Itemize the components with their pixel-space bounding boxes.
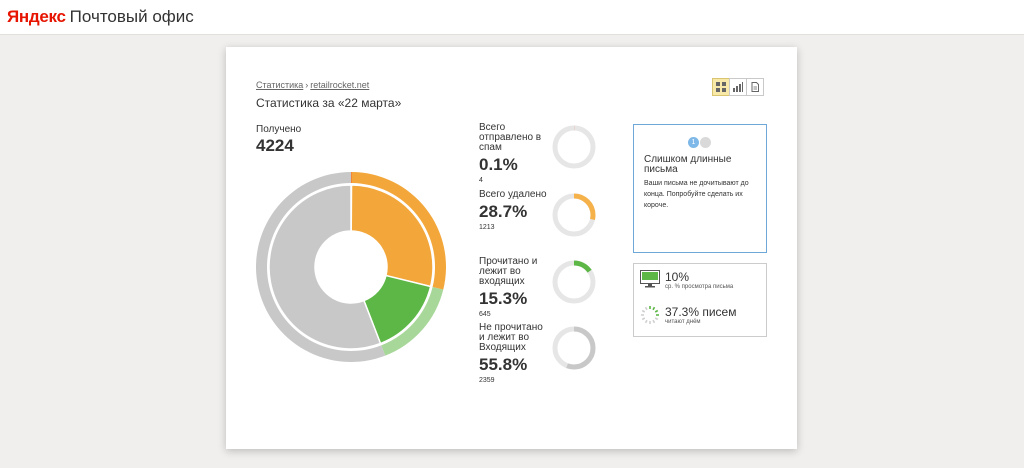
sun-dial-tick xyxy=(641,309,646,313)
tip-page-2[interactable] xyxy=(700,137,711,148)
document-view-button[interactable] xyxy=(746,78,764,96)
metric-count: 1213 xyxy=(479,224,495,231)
sun-dial-tick xyxy=(644,319,648,324)
mini-donut-track xyxy=(552,125,596,169)
deleted-mini-donut xyxy=(552,193,596,237)
breadcrumb-root-link[interactable]: Статистика xyxy=(256,80,304,90)
metric-label: Не прочитано и лежит во Входящих xyxy=(479,322,543,353)
unread-mini-donut xyxy=(552,326,596,370)
metric-count: 2359 xyxy=(479,377,495,384)
metric-label: Прочитано и лежит во входящих xyxy=(479,256,538,287)
view-toggle xyxy=(712,78,764,96)
metric-percent: 55.8% xyxy=(479,355,528,374)
mini-donut-fill xyxy=(552,326,596,370)
tip-page-1[interactable]: 1 xyxy=(688,137,699,148)
yandex-logo[interactable]: Яндекс xyxy=(7,7,66,26)
metric-read-inbox: Прочитано и лежит во входящих 15.3% 645 xyxy=(479,256,549,319)
metric-spam: Всего отправлено в спам 0.1% 4 xyxy=(479,122,549,185)
metric-percent: 15.3% xyxy=(479,289,528,308)
outer-ring-segment-spam xyxy=(351,172,352,184)
service-name[interactable]: Почтовый офис xyxy=(69,7,194,26)
grid-icon xyxy=(716,82,726,92)
stats-box: 10% ср. % просмотра письма 37.3% писем ч… xyxy=(633,263,767,337)
sun-dial-tick xyxy=(652,319,656,324)
tip-box: 1 Слишком длинные письма Ваши письма не … xyxy=(633,124,767,253)
metric-label: Всего отправлено в спам xyxy=(479,122,542,153)
brand[interactable]: Яндекс Почтовый офис xyxy=(7,7,194,27)
sun-dial-tick xyxy=(641,317,646,321)
bar-chart-icon xyxy=(733,82,743,92)
metric-count: 4 xyxy=(479,177,483,184)
sun-dial-icon xyxy=(641,306,659,324)
received-value: 4224 xyxy=(256,136,294,155)
metric-label: Всего удалено xyxy=(479,189,547,200)
breadcrumb: Статистика › retailrocket.net xyxy=(256,80,369,90)
breadcrumb-current-link[interactable]: retailrocket.net xyxy=(310,80,370,90)
tip-text: Ваши письма не дочитывают до конца. Попр… xyxy=(644,180,749,209)
sun-dial-tick xyxy=(652,306,656,311)
metric-percent: 28.7% xyxy=(479,202,528,221)
grid-view-button[interactable] xyxy=(712,78,730,96)
breadcrumb-separator: › xyxy=(305,80,309,90)
mini-donut-fill xyxy=(552,193,596,237)
sun-dial-tick xyxy=(654,317,659,321)
statistics-card: Статистика › retailrocket.net Статистика з… xyxy=(226,47,797,449)
donut-hole xyxy=(315,231,387,303)
page-title: Статистика за «22 марта» xyxy=(256,96,402,110)
metric-unread-inbox: Не прочитано и лежит во Входящих 55.8% 2… xyxy=(479,322,549,385)
metric-count: 645 xyxy=(479,311,491,318)
mini-donut-fill xyxy=(552,260,596,304)
document-icon xyxy=(751,82,759,92)
outer-ring-segment-read xyxy=(381,287,444,356)
stat-value: 10% xyxy=(665,270,690,284)
sun-dial-tick xyxy=(644,306,648,311)
outer-ring-segment-deleted xyxy=(351,172,446,290)
spam-mini-donut xyxy=(552,125,596,169)
stat-caption: ср. % просмотра письма xyxy=(665,284,734,290)
tip-title: Слишком длинные письма xyxy=(644,154,732,175)
tip-pagination: 1 xyxy=(688,137,712,148)
stat-caption: читают днём xyxy=(665,319,701,325)
metric-deleted: Всего удалено 28.7% 1213 xyxy=(479,189,549,232)
metric-percent: 0.1% xyxy=(479,155,518,174)
mini-donut-fill xyxy=(552,125,596,169)
top-bar: Яндекс Почтовый офис xyxy=(0,0,1024,35)
read-mini-donut xyxy=(552,260,596,304)
sun-dial-tick xyxy=(654,309,659,313)
monitor-icon xyxy=(640,270,660,288)
received-label: Получено xyxy=(256,124,302,135)
stat-value: 37.3% писем xyxy=(665,305,737,319)
bar-chart-view-button[interactable] xyxy=(729,78,747,96)
main-donut-chart xyxy=(256,172,446,362)
